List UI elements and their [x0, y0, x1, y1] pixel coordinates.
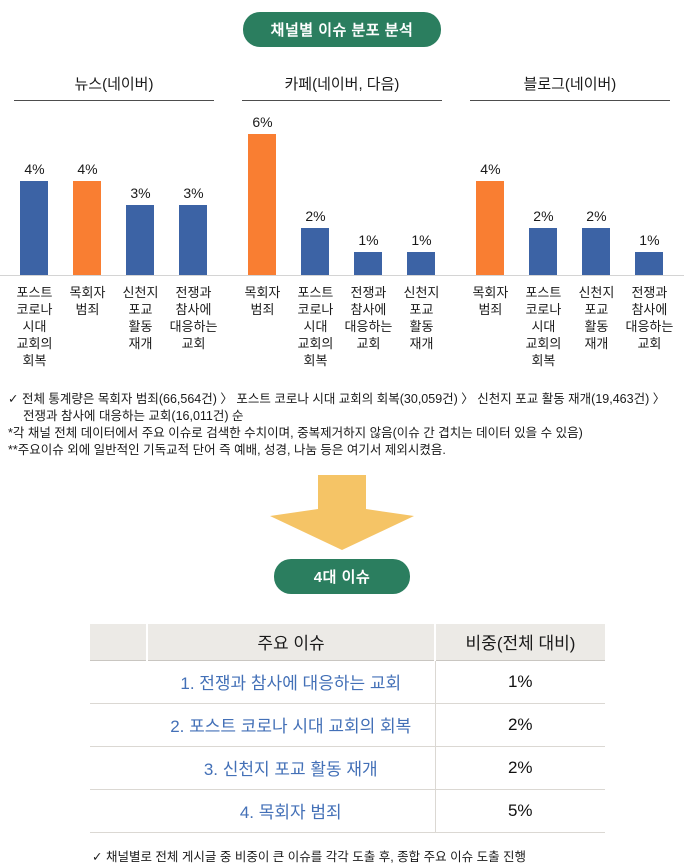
chart-plot-2: 4% 2% 2% 1% [455, 101, 684, 276]
bar-category-label: 포스트 코로나 시대 교회의 회복 [525, 285, 562, 368]
bar [529, 228, 558, 275]
chart-plot-1: 6% 2% 1% 1% [227, 101, 456, 276]
issue-label: 4. 목회자 범죄 [147, 789, 435, 833]
chart-categories-1: 목회자 범죄 포스트 코로나 시대 교회의 회복 전쟁과 참사에 대응하는 교회 신천… [228, 284, 456, 369]
bar-value-label: 1% [411, 231, 432, 248]
bar-category-label: 신천지 포교 활동 재개 [122, 285, 159, 351]
row-spacer [90, 789, 147, 833]
bar-category-label: 전쟁과 참사에 대응하는 교회 [625, 285, 674, 351]
issues-table-header: 주요 이슈 비중(전체 대비) [90, 624, 605, 661]
row-spacer [90, 703, 147, 747]
bar [179, 204, 208, 275]
chart-title: 뉴스(네이버) [13, 73, 215, 101]
bar-category-label: 전쟁과 참사에 대응하는 교회 [344, 285, 393, 351]
bar-group: 4% [61, 161, 114, 275]
bar-category-label: 목회자 범죄 [472, 285, 509, 317]
footnote-exclusions: **주요이슈 외에 일반적인 기독교적 단어 즉 예배, 성경, 나눔 등은 여… [8, 443, 446, 457]
bar-category-label: 목회자 범죄 [69, 285, 106, 317]
bar-category-label: 포스트 코로나 시대 교회의 회복 [16, 285, 53, 368]
header-issue: 주요 이슈 [146, 624, 435, 661]
table-row: 1. 전쟁과 참사에 대응하는 교회 1% [90, 660, 605, 704]
bar-category-label: 신천지 포교 활동 재개 [403, 285, 440, 351]
bar [20, 181, 49, 275]
bar [354, 251, 383, 275]
bar-value-label: 6% [252, 114, 273, 130]
bar [126, 204, 155, 275]
issue-label: 3. 신천지 포교 활동 재개 [147, 746, 435, 790]
bar-group: 4% [464, 161, 517, 275]
table-row: 3. 신천지 포교 활동 재개 2% [90, 746, 605, 790]
bar-value-label: 3% [130, 184, 151, 201]
bar-category-label: 전쟁과 참사에 대응하는 교회 [169, 285, 218, 351]
footnotes: ✓ 전체 통계량은 목회자 범죄(66,564건) 〉 포스트 코로나 시대 교… [8, 391, 676, 459]
bar-category-label: 포스트 코로나 시대 교회의 회복 [297, 285, 334, 368]
share-value: 2% [434, 746, 605, 790]
table-row: 2. 포스트 코로나 시대 교회의 회복 2% [90, 703, 605, 747]
chart-title: 블로그(네이버) [469, 73, 671, 101]
bar-group: 1% [623, 231, 676, 275]
bar-value-label: 2% [305, 208, 326, 224]
bottom-note: ✓ 채널별로 전체 게시글 중 비중이 큰 이슈를 각각 도출 후, 종합 주요… [92, 849, 527, 864]
bar-group: 3% [167, 184, 220, 275]
bar-group: 3% [114, 184, 167, 275]
bar [635, 251, 664, 275]
bar-group: 1% [342, 231, 395, 275]
bar [248, 134, 277, 275]
bar-value-label: 1% [358, 231, 379, 248]
bar-group: 6% [236, 114, 289, 275]
chart-categories-2: 목회자 범죄 포스트 코로나 시대 교회의 회복 신천지 포교 활동 재개 전쟁과 참… [456, 284, 684, 369]
title-badge: 채널별 이슈 분포 분석 [242, 12, 442, 47]
bar-group: 2% [517, 208, 570, 275]
bar [73, 181, 102, 275]
bar-value-label: 4% [24, 161, 45, 177]
chart-plot-0: 4% 4% 3% 3% [0, 101, 228, 276]
issue-label: 1. 전쟁과 참사에 대응하는 교회 [147, 660, 435, 704]
chart-title: 카페(네이버, 다음) [241, 73, 443, 101]
chart-blog: 블로그(네이버) 4% 2% 2% 1% 목회자 범죄 포스트 코로나 시대 교회의 회… [455, 73, 684, 369]
header-share: 비중(전체 대비) [434, 624, 605, 661]
share-value: 2% [434, 703, 605, 747]
down-arrow-icon [270, 475, 414, 550]
row-spacer [90, 746, 147, 790]
bar-value-label: 2% [586, 208, 607, 224]
charts-row: 뉴스(네이버) 4% 4% 3% 3% 포스트 코로나 시대 교회의 회복 목회자 범죄… [0, 73, 684, 369]
section-badge: 4대 이슈 [273, 559, 411, 594]
bar [301, 228, 330, 275]
chart-categories-0: 포스트 코로나 시대 교회의 회복 목회자 범죄 신천지 포교 활동 재개 전쟁과 참… [0, 284, 228, 369]
bar-value-label: 4% [77, 161, 98, 177]
issues-table: 주요 이슈 비중(전체 대비) 1. 전쟁과 참사에 대응하는 교회 1% 2.… [90, 624, 605, 833]
bar-group: 2% [570, 208, 623, 275]
table-row: 4. 목회자 범죄 5% [90, 789, 605, 833]
share-value: 5% [434, 789, 605, 833]
footnote-dedup: *각 채널 전체 데이터에서 주요 이슈로 검색한 수치이며, 중복제거하지 않… [8, 426, 583, 440]
share-value: 1% [434, 660, 605, 704]
bar-category-label: 신천지 포교 활동 재개 [578, 285, 615, 351]
down-arrow-wrap [0, 475, 684, 551]
bar-group: 1% [395, 231, 448, 275]
issue-label: 2. 포스트 코로나 시대 교회의 회복 [147, 703, 435, 747]
bar-value-label: 3% [183, 184, 204, 201]
bar-group: 4% [8, 161, 61, 275]
bar-category-label: 목회자 범죄 [244, 285, 281, 317]
bar-value-label: 2% [533, 208, 554, 224]
row-spacer [90, 660, 147, 704]
bar [407, 251, 436, 275]
bar-group: 2% [289, 208, 342, 275]
header-spacer [90, 624, 147, 661]
bar [476, 181, 505, 275]
chart-cafe: 카페(네이버, 다음) 6% 2% 1% 1% 목회자 범죄 포스트 코로나 시대 교회… [227, 73, 456, 369]
footnote-total-stats: ✓ 전체 통계량은 목회자 범죄(66,564건) 〉 포스트 코로나 시대 교… [8, 392, 666, 423]
bar-value-label: 4% [480, 161, 501, 177]
bar-value-label: 1% [639, 231, 660, 248]
chart-news: 뉴스(네이버) 4% 4% 3% 3% 포스트 코로나 시대 교회의 회복 목회자 범죄… [0, 73, 228, 369]
bar [582, 228, 611, 275]
